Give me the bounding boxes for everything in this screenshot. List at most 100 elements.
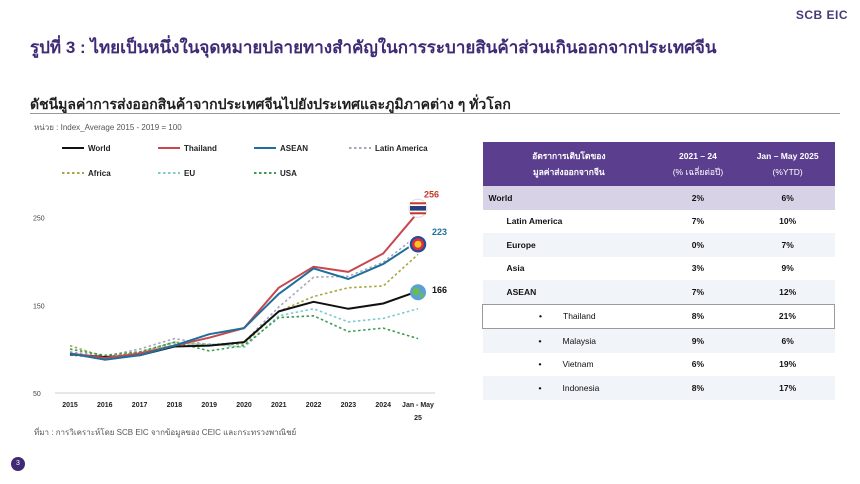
chart-series bbox=[69, 211, 419, 361]
row-value-ytd: 19% bbox=[740, 352, 835, 376]
x-tick-label: 2016 bbox=[97, 402, 113, 409]
header-cell-ytd: Jan – May 2025 (%YTD) bbox=[740, 142, 835, 186]
row-value-2021-24: 3% bbox=[655, 256, 741, 280]
row-label-text: Thailand bbox=[563, 311, 596, 322]
bullet-icon: • bbox=[538, 382, 542, 393]
y-tick-label: 250 bbox=[33, 216, 45, 223]
row-value-ytd: 7% bbox=[740, 233, 835, 257]
x-tick-label: 2020 bbox=[236, 402, 252, 409]
row-value-2021-24: 7% bbox=[655, 280, 741, 304]
row-label: World bbox=[482, 186, 656, 210]
series-line-usa bbox=[69, 314, 419, 357]
unit-note: หน่วย : Index_Average 2015 - 2019 = 100 bbox=[34, 123, 182, 132]
row-value-2021-24: 7% bbox=[655, 209, 741, 233]
page-number: 3 bbox=[11, 457, 25, 471]
source-note: ที่มา : การวิเคราะห์โดย SCB EIC จากข้อมู… bbox=[34, 428, 297, 437]
x-tick-label: 2024 bbox=[375, 402, 391, 409]
growth-table: อัตราการเติบโตของ มูลค่าส่งออกจากจีน 202… bbox=[482, 142, 835, 400]
header-period2-line2: (%YTD) bbox=[772, 167, 803, 177]
row-label: Europe bbox=[482, 233, 656, 257]
series-line-asean bbox=[69, 240, 419, 361]
y-tick-label: 150 bbox=[33, 303, 45, 310]
row-label: Latin America bbox=[482, 209, 656, 233]
table-row-latin-america: Latin America 7% 10% bbox=[482, 209, 835, 233]
row-value-2021-24: 8% bbox=[655, 303, 741, 329]
legend-label-latin-america: Latin America bbox=[375, 144, 428, 153]
y-axis: 50 150 250 bbox=[33, 216, 45, 398]
y-tick-label: 50 bbox=[33, 391, 41, 398]
table-row-vietnam: • Vietnam 6% 19% bbox=[482, 352, 835, 376]
x-tick-label: 2023 bbox=[341, 402, 357, 409]
row-value-2021-24: 6% bbox=[655, 352, 741, 376]
row-label-text: Vietnam bbox=[562, 359, 594, 370]
row-label: • Vietnam bbox=[482, 352, 656, 376]
thailand-flag-icon bbox=[408, 198, 428, 218]
legend-label-world: World bbox=[88, 144, 111, 153]
globe-icon bbox=[410, 284, 426, 301]
bullet-icon: • bbox=[539, 311, 542, 322]
end-markers: 256 223 166 bbox=[408, 189, 447, 301]
header-cell-2021-24: 2021 – 24 (% เฉลี่ยต่อปี) bbox=[655, 142, 741, 186]
row-label-text: Malaysia bbox=[562, 335, 597, 346]
section-divider bbox=[30, 113, 840, 114]
legend-label-asean: ASEAN bbox=[280, 144, 308, 153]
x-tick-label: 2019 bbox=[201, 402, 217, 409]
x-tick-label: 2021 bbox=[271, 402, 287, 409]
series-line-latin-america bbox=[69, 234, 419, 358]
header-metric-line2: มูลค่าส่งออกจากจีน bbox=[532, 167, 605, 177]
legend-label-thailand: Thailand bbox=[184, 144, 217, 153]
header-metric-line1: อัตราการเติบโตของ bbox=[532, 150, 606, 161]
row-value-ytd: 6% bbox=[740, 328, 835, 353]
x-tick-label: 25 bbox=[414, 415, 422, 422]
table-row-malaysia: • Malaysia 9% 6% bbox=[482, 328, 835, 353]
x-axis: 2015 2016 2017 2018 2019 2020 2021 2022 2023 2024… bbox=[62, 402, 434, 422]
section-title: ดัชนีมูลค่าการส่งออกสินค้าจากประเทศจีนไป… bbox=[30, 96, 511, 112]
end-value-label-world: 166 bbox=[432, 285, 447, 295]
row-value-ytd: 9% bbox=[740, 256, 835, 280]
header-period1-line2: (% เฉลี่ยต่อปี) bbox=[672, 167, 724, 177]
row-label: Asia bbox=[482, 256, 656, 280]
row-value-ytd: 10% bbox=[740, 209, 835, 233]
legend-label-eu: EU bbox=[184, 169, 195, 178]
row-label-text: Indonesia bbox=[562, 382, 600, 393]
bullet-icon: • bbox=[538, 359, 542, 370]
brand-logo: SCB EIC bbox=[795, 8, 848, 22]
table-row-europe: Europe 0% 7% bbox=[482, 233, 835, 257]
x-tick-label: 2015 bbox=[62, 402, 78, 409]
row-value-ytd: 21% bbox=[740, 303, 835, 329]
table-row-asia: Asia 3% 9% bbox=[482, 256, 835, 280]
table-row-world: World 2% 6% bbox=[482, 186, 835, 210]
row-label: • Malaysia bbox=[482, 328, 656, 353]
header-period1-line1: 2021 – 24 bbox=[679, 150, 717, 161]
row-value-ytd: 17% bbox=[740, 376, 835, 400]
row-value-ytd: 6% bbox=[740, 186, 835, 210]
x-tick-label: 2017 bbox=[132, 402, 148, 409]
legend-label-usa: USA bbox=[280, 169, 297, 178]
line-chart: World Thailand ASEAN Latin America Africa EU U… bbox=[33, 144, 447, 422]
row-label: • Indonesia bbox=[482, 376, 656, 400]
row-value-2021-24: 8% bbox=[655, 376, 741, 400]
header-period2-line1: Jan – May 2025 bbox=[756, 150, 819, 161]
x-tick-label: Jan - May bbox=[402, 402, 434, 409]
row-value-ytd: 12% bbox=[740, 280, 835, 304]
table-row-indonesia: • Indonesia 8% 17% bbox=[482, 376, 835, 400]
asean-emblem-icon bbox=[408, 234, 428, 254]
legend-label-africa: Africa bbox=[88, 169, 111, 178]
row-value-2021-24: 2% bbox=[655, 186, 741, 210]
header-cell-metric: อัตราการเติบโตของ มูลค่าส่งออกจากจีน bbox=[482, 142, 656, 186]
bullet-icon: • bbox=[538, 335, 542, 346]
table-row-asean: ASEAN 7% 12% bbox=[482, 280, 835, 304]
row-label: • Thailand bbox=[482, 303, 656, 329]
series-line-thailand bbox=[69, 211, 419, 359]
row-value-2021-24: 9% bbox=[655, 328, 741, 353]
end-value-label-thailand: 256 bbox=[424, 189, 439, 199]
x-tick-label: 2022 bbox=[306, 402, 322, 409]
x-tick-label: 2018 bbox=[167, 402, 183, 409]
row-value-2021-24: 0% bbox=[655, 233, 741, 257]
series-line-eu bbox=[69, 307, 419, 359]
end-value-label-asean: 223 bbox=[432, 227, 447, 237]
slide-title: รูปที่ 3 : ไทยเป็นหนึ่งในจุดหมายปลายทางส… bbox=[30, 38, 717, 57]
table-row-thailand: • Thailand 8% 21% bbox=[482, 303, 835, 329]
row-label: ASEAN bbox=[482, 280, 656, 304]
chart-legend: World Thailand ASEAN Latin America Africa EU U… bbox=[62, 144, 428, 178]
